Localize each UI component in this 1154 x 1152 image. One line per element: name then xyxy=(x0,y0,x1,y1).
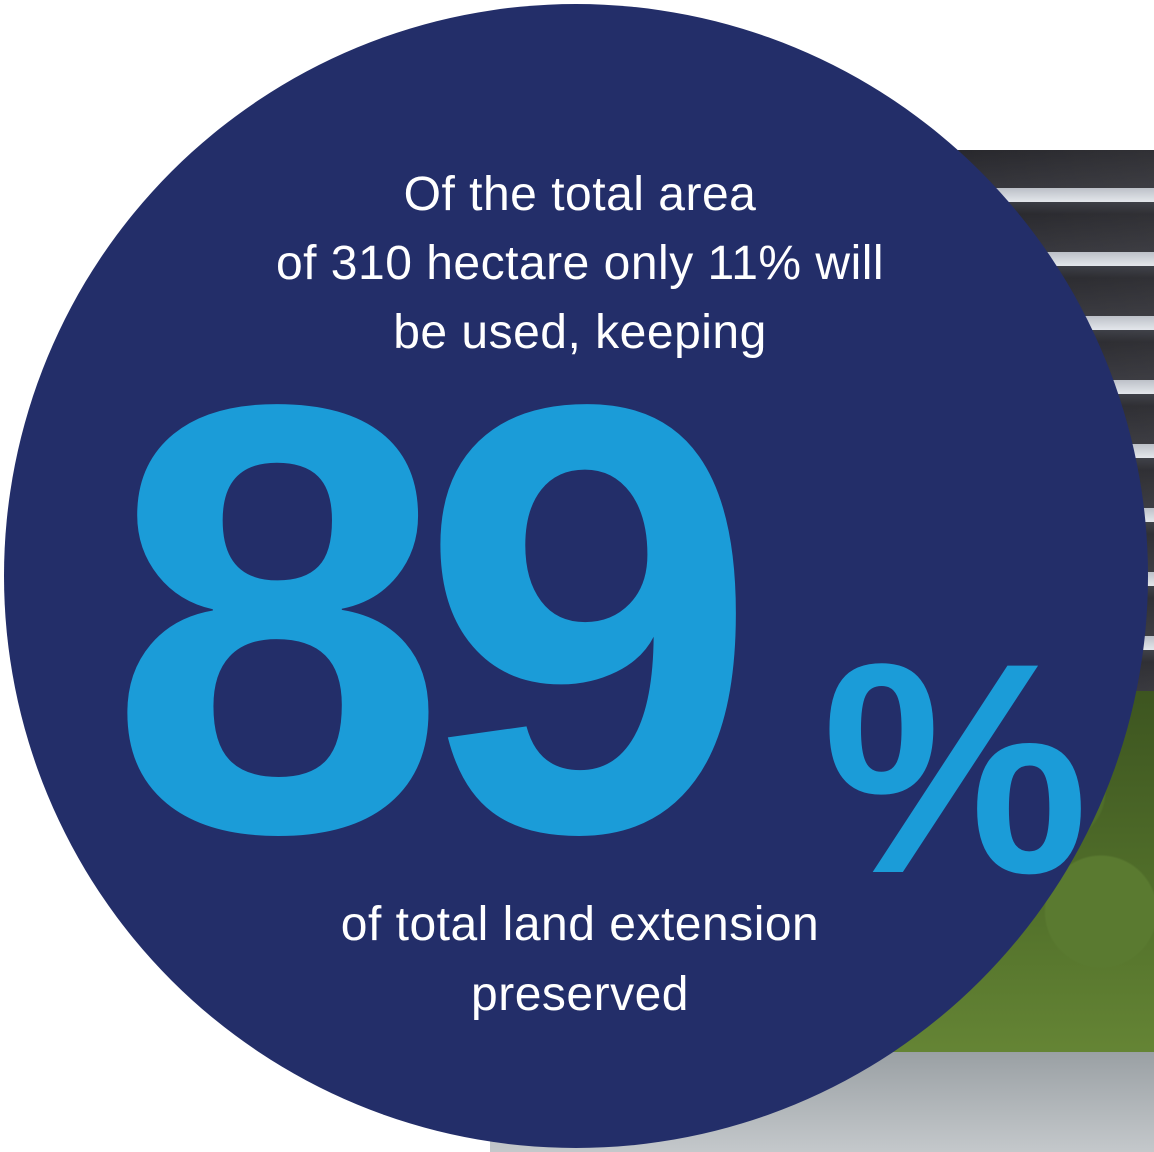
outro-text: of total land extension preserved xyxy=(340,898,820,1021)
stat-circle xyxy=(4,4,1148,1148)
stat-value: 89 xyxy=(108,279,758,960)
stat-unit: % xyxy=(822,600,1089,936)
intro-text: Of the total area of 310 hectare only 11… xyxy=(275,168,885,359)
